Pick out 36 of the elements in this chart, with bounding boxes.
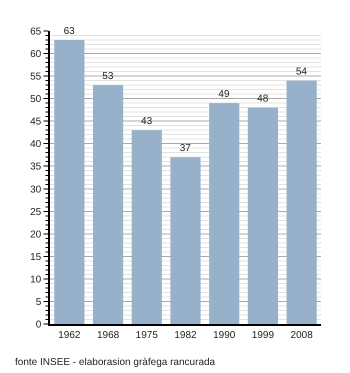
bar <box>54 40 84 324</box>
source-note: fonte INSEE - elaborasion gràfega rancurada <box>15 357 216 368</box>
data-label: 48 <box>257 94 269 105</box>
data-label: 53 <box>102 71 114 82</box>
data-label: 37 <box>180 143 192 154</box>
y-tick-label: 40 <box>30 139 42 150</box>
x-tick-label: 1968 <box>96 330 120 341</box>
bar <box>286 80 317 324</box>
data-label: 49 <box>218 89 230 100</box>
bar <box>248 108 278 324</box>
x-tick-label: 1999 <box>252 330 274 341</box>
y-tick-label: 10 <box>30 274 42 286</box>
y-tick-label: 20 <box>30 229 42 240</box>
x-tick-label: 1990 <box>213 330 236 341</box>
x-tick-label: 1982 <box>174 330 198 341</box>
bar <box>92 85 124 324</box>
y-tick-label: 65 <box>30 26 42 38</box>
data-label: 43 <box>141 116 153 128</box>
y-tick-label: 5 <box>36 296 42 308</box>
y-tick-label: 30 <box>30 184 42 196</box>
data-label: 54 <box>296 66 308 78</box>
y-tick-label: 45 <box>30 116 42 128</box>
x-tick-label: 1962 <box>58 330 81 341</box>
y-tick-label: 50 <box>30 94 42 106</box>
y-tick-label: 0 <box>36 320 42 330</box>
bar <box>132 130 162 324</box>
y-tick-label: 25 <box>30 206 42 218</box>
bar <box>209 103 240 324</box>
y-tick-label: 60 <box>30 49 42 60</box>
y-tick-label: 55 <box>30 72 42 83</box>
x-tick-label: 1975 <box>136 330 158 341</box>
x-tick-label: 2008 <box>290 330 314 341</box>
data-label: 63 <box>64 26 76 38</box>
y-tick-label: 35 <box>30 162 42 173</box>
bar <box>170 157 201 324</box>
y-tick-label: 15 <box>30 252 42 263</box>
